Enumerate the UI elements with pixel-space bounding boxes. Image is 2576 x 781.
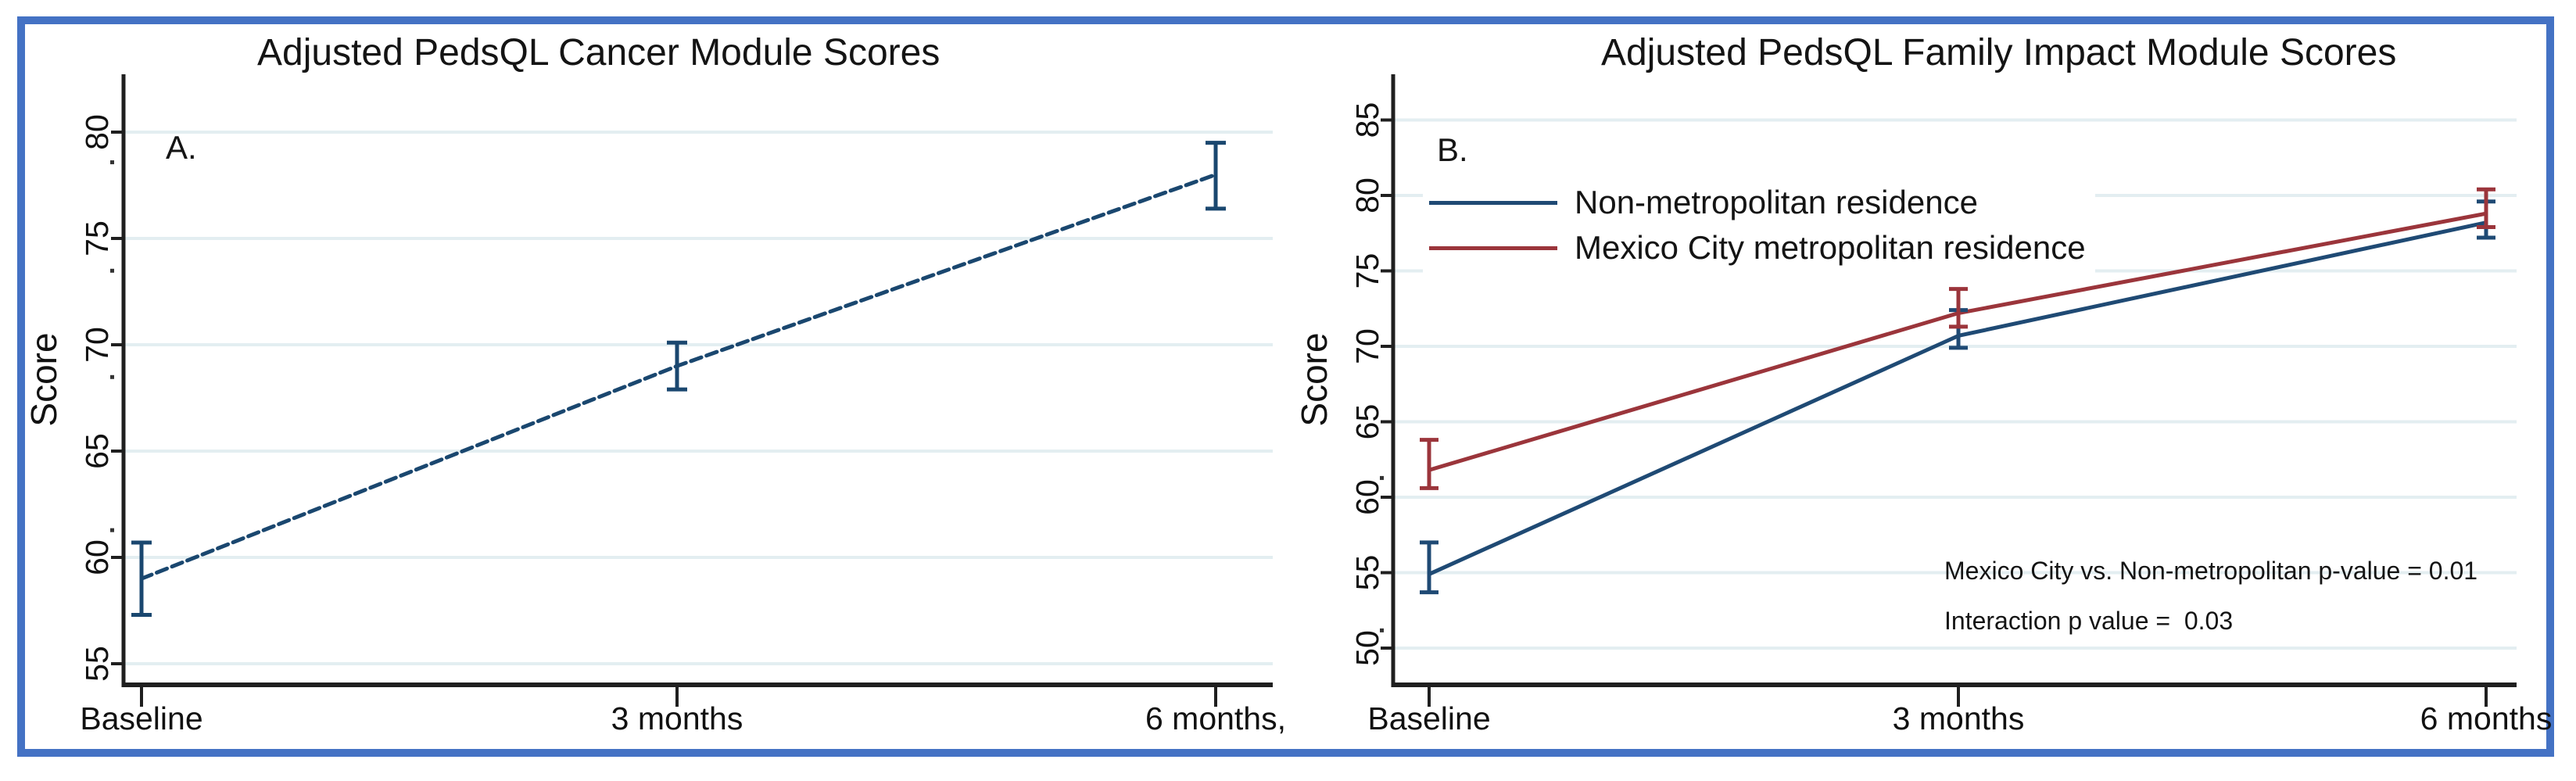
series-line (1427, 220, 2488, 576)
x-axis-ticks: Baseline 3 months 6 months (1367, 687, 2552, 736)
y-axis-minor-dots (1380, 475, 1384, 632)
legend-key-line-maroon (1429, 245, 1557, 250)
legend-item-mexico-city: Mexico City metropolitan residence (1423, 225, 2095, 270)
figure-border (17, 16, 2554, 757)
axes (121, 74, 1273, 687)
x-tick-label: 6 months, (1145, 700, 1286, 736)
y-tick-label: 85 (1349, 102, 1385, 138)
legend-item-non-metropolitan: Non-metropolitan residence (1423, 180, 2095, 225)
y-axis-minor-dots (110, 160, 114, 532)
x-tick-label: 3 months (611, 700, 743, 736)
legend-label: Non-metropolitan residence (1575, 184, 1978, 220)
legend-label: Mexico City metropolitan residence (1575, 229, 2086, 266)
y-tick-label: 80 (79, 114, 115, 150)
panel-a: 55 60 65 70 75 80 Baseline 3 months 6 months, Sco… (23, 74, 1286, 736)
x-tick-label: 3 months (1893, 700, 2025, 736)
y-tick-label: 50 (1349, 630, 1385, 666)
panel-a-title: Adjusted PedsQL Cancer Module Scores (257, 32, 940, 73)
y-axis-title: Score (1294, 332, 1335, 426)
y-tick-label: 55 (79, 646, 115, 682)
y-axis-ticks: 55 60 65 70 75 80 (79, 114, 124, 682)
axes (1391, 74, 2517, 687)
panel-b-label: B. (1437, 131, 1468, 168)
x-tick-label: 6 months (2420, 700, 2553, 736)
gridlines (124, 131, 1273, 665)
y-tick-label: 70 (1349, 328, 1385, 364)
x-tick-label: Baseline (1367, 700, 1490, 736)
y-tick-label: 55 (1349, 555, 1385, 591)
annotation-block: Mexico City vs. Non-metropolitan p-value… (1944, 546, 2477, 646)
x-tick-label: Baseline (80, 700, 202, 736)
y-tick-label: 75 (79, 220, 115, 256)
y-axis-title: Score (23, 332, 64, 426)
panel-b-title: Adjusted PedsQL Family Impact Module Sco… (1601, 32, 2397, 73)
y-tick-label: 75 (1349, 253, 1385, 289)
y-tick-label: 60 (1349, 479, 1385, 515)
error-bars (1420, 187, 2495, 490)
y-tick-label: 65 (79, 433, 115, 469)
annotation-interaction-pvalue: Interaction p value = 0.03 (1944, 607, 2234, 635)
panel-a-label: A. (166, 129, 197, 166)
y-axis-ticks: 50 55 60 65 70 75 80 85 (1349, 102, 1393, 666)
legend-key-line-navy (1429, 200, 1557, 205)
error-bars (131, 141, 1226, 617)
y-tick-label: 80 (1349, 177, 1385, 213)
y-tick-label: 60 (79, 539, 115, 575)
y-tick-label: 65 (1349, 404, 1385, 440)
legend: Non-metropolitan residence Mexico City m… (1423, 177, 2095, 275)
annotation-pvalue: Mexico City vs. Non-metropolitan p-value… (1944, 557, 2478, 585)
y-tick-label: 70 (79, 327, 115, 363)
x-axis-ticks: Baseline 3 months 6 months, (80, 687, 1286, 736)
